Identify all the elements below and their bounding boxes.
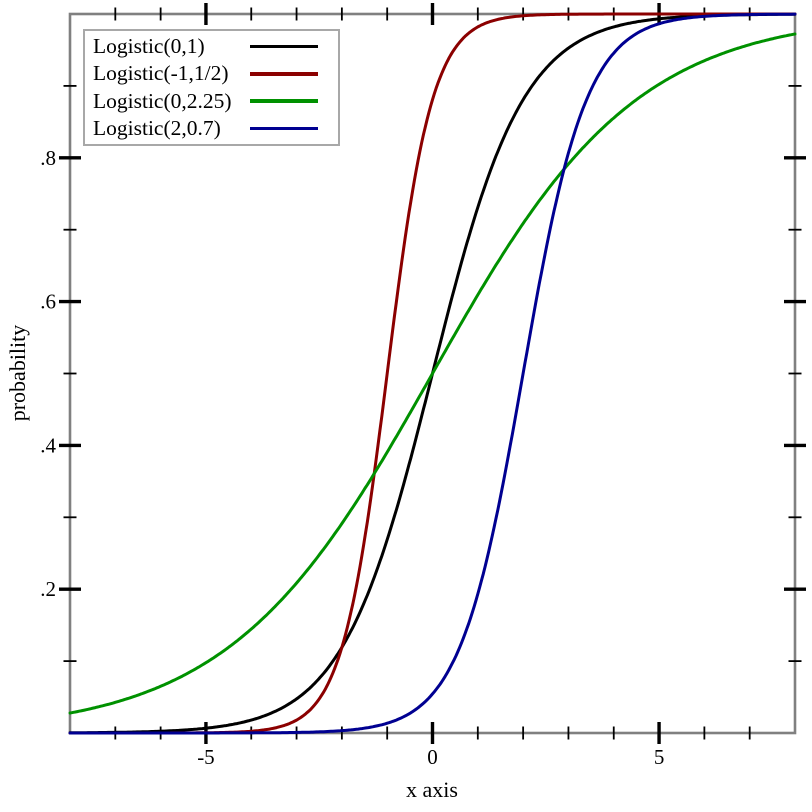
legend-line-sample: [250, 72, 318, 76]
y-tick-label: .6: [40, 290, 56, 314]
curve-series-2: [68, 32, 797, 715]
legend-line-sample: [250, 44, 318, 49]
legend-item: Logistic(-1,1/2): [93, 61, 318, 86]
legend-line-sample: [250, 99, 318, 103]
legend-item: Logistic(0,1): [93, 34, 318, 59]
x-axis-title: x axis: [406, 777, 458, 802]
legend-label: Logistic(-1,1/2): [93, 61, 229, 86]
x-tick-label: 0: [427, 745, 438, 769]
legend-label: Logistic(0,1): [93, 34, 205, 59]
y-tick-label: .8: [40, 146, 56, 170]
x-tick-label: -5: [197, 745, 215, 769]
curve-series-3: [68, 12, 797, 735]
x-tick-label: 5: [654, 745, 665, 769]
y-axis-title: probability: [5, 324, 30, 422]
legend-label: Logistic(2,0.7): [93, 115, 221, 140]
y-tick-label: .4: [40, 433, 56, 457]
legend-line-sample: [250, 126, 318, 130]
legend-item: Logistic(0,2.25): [93, 89, 318, 114]
y-tick-label: .2: [40, 577, 56, 601]
legend: Logistic(0,1) Logistic(-1,1/2) Logistic(…: [83, 29, 340, 146]
legend-item: Logistic(2,0.7): [93, 116, 318, 141]
legend-label: Logistic(0,2.25): [93, 88, 232, 113]
